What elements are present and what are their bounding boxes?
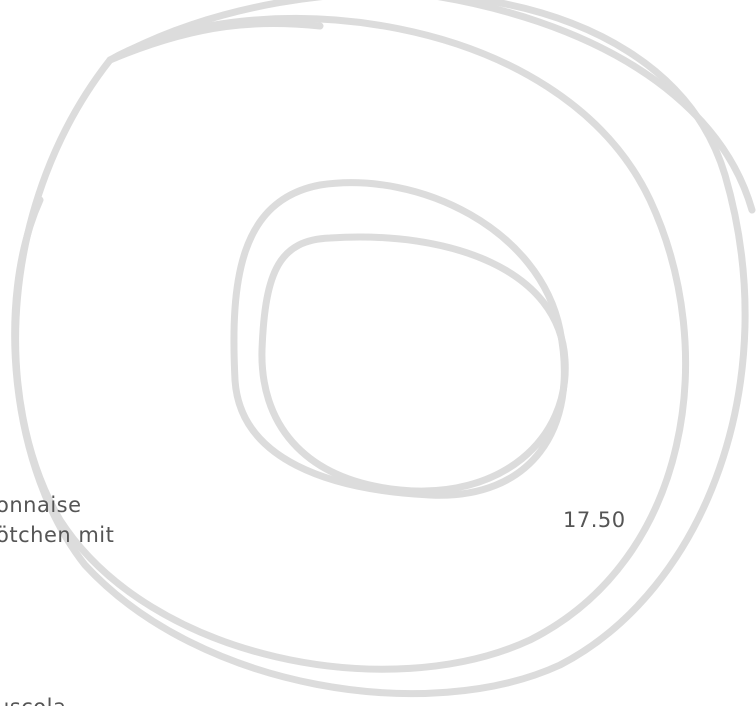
item-description: onnaise (0, 493, 82, 517)
swirl-outer-3 (436, 0, 756, 214)
swirl-inner-2 (258, 233, 569, 495)
decorative-swirl (11, 0, 756, 698)
item-price: 17.50 (563, 508, 626, 532)
item-description: ötchen mit (0, 523, 114, 547)
swirl-inner (230, 179, 568, 499)
swirl-outer (12, 15, 690, 673)
swirl-top-stroke (106, 19, 324, 64)
swirl-outer-2 (11, 0, 749, 698)
item-name: uscola (0, 695, 66, 706)
